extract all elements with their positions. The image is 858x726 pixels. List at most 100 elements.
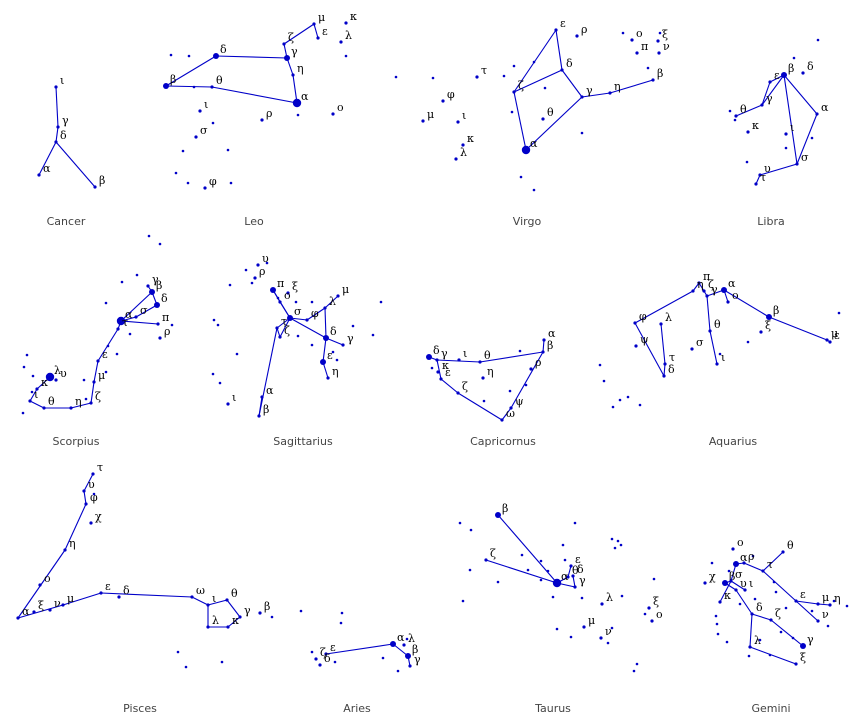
background-star bbox=[335, 358, 339, 362]
star-gemini bbox=[828, 603, 832, 607]
star-libra bbox=[815, 112, 819, 116]
constellation-line bbox=[93, 360, 99, 383]
background-stars bbox=[21, 31, 849, 673]
star-label: μ bbox=[342, 283, 349, 296]
star-sagittarius bbox=[253, 276, 257, 280]
star-libra bbox=[758, 173, 762, 177]
star-scorpius bbox=[42, 406, 46, 410]
star-label: ζ bbox=[284, 324, 290, 337]
constellation-line bbox=[749, 613, 753, 648]
star-capricornus bbox=[509, 406, 513, 410]
star-label: ω bbox=[196, 584, 205, 597]
star-virgo bbox=[560, 68, 564, 72]
background-star bbox=[170, 323, 174, 327]
background-star bbox=[784, 146, 788, 150]
star-label: ο bbox=[636, 27, 643, 40]
star-virgo bbox=[456, 120, 460, 124]
background-star bbox=[25, 353, 29, 357]
background-star bbox=[774, 590, 778, 594]
constellation-line bbox=[759, 163, 798, 176]
star-capricornus bbox=[500, 418, 504, 422]
star-aquarius bbox=[691, 289, 695, 293]
star-label: ε bbox=[575, 553, 581, 566]
star-label: γ bbox=[711, 283, 718, 296]
star-virgo bbox=[461, 143, 465, 147]
background-star bbox=[250, 281, 254, 285]
star-taurus bbox=[566, 575, 570, 579]
constellation-aries: α λβγ εζδ Aries bbox=[314, 631, 421, 715]
constellation-capricornus: αβ δ γ ι θ ρ κε η ζ ψω Capricornus bbox=[426, 327, 556, 448]
background-star bbox=[524, 383, 528, 387]
star-label: β bbox=[263, 403, 269, 416]
star-label: θ bbox=[740, 103, 747, 116]
star-libra bbox=[760, 103, 764, 107]
constellation-line bbox=[286, 57, 294, 76]
star-sagittarius bbox=[287, 315, 293, 321]
star-pisces bbox=[117, 595, 121, 599]
background-star bbox=[652, 577, 656, 581]
background-star bbox=[606, 641, 610, 645]
constellation-line bbox=[100, 592, 193, 598]
star-label: π bbox=[277, 277, 284, 290]
star-gemini bbox=[816, 619, 820, 623]
background-star bbox=[174, 171, 178, 175]
star-capricornus bbox=[436, 370, 440, 374]
star-label: ξ bbox=[765, 319, 771, 332]
star-label: φ bbox=[639, 310, 647, 323]
constellation-line bbox=[609, 79, 654, 94]
star-label: ω bbox=[506, 407, 515, 420]
star-label: τ bbox=[767, 558, 773, 571]
star-label: β bbox=[170, 73, 176, 86]
star-sagittarius bbox=[286, 291, 290, 295]
star-label: δ bbox=[330, 325, 337, 338]
star-label: τ bbox=[281, 315, 287, 328]
background-star bbox=[725, 640, 729, 644]
background-star bbox=[845, 604, 849, 608]
star-gemini bbox=[743, 588, 747, 592]
star-label: μ bbox=[588, 614, 595, 627]
star-label: υ bbox=[262, 252, 269, 265]
background-star bbox=[563, 558, 567, 562]
star-label: δ bbox=[668, 363, 675, 376]
star-aries bbox=[390, 641, 396, 647]
star-label: μ bbox=[318, 11, 325, 24]
star-aries bbox=[318, 663, 322, 667]
constellation-line bbox=[279, 317, 291, 338]
star-label: γ bbox=[807, 633, 814, 646]
star-virgo bbox=[475, 75, 479, 79]
constellation-line bbox=[325, 643, 394, 655]
constellation-line bbox=[38, 141, 57, 176]
star-label: π bbox=[703, 270, 710, 283]
star-sagittarius bbox=[275, 326, 279, 330]
constellation-line bbox=[120, 320, 159, 325]
star-label: ν bbox=[605, 625, 612, 638]
constellation-name: Scorpius bbox=[52, 435, 99, 448]
star-leo bbox=[203, 186, 207, 190]
constellation-line bbox=[542, 339, 545, 353]
star-capricornus bbox=[481, 376, 485, 380]
star-taurus bbox=[552, 578, 562, 588]
star-leo bbox=[331, 112, 335, 116]
star-aquarius bbox=[825, 338, 829, 342]
star-label: ρ bbox=[581, 23, 587, 36]
background-star bbox=[104, 301, 108, 305]
star-sagittarius bbox=[260, 395, 264, 399]
background-star bbox=[218, 381, 222, 385]
star-label: γ bbox=[152, 273, 159, 286]
star-label: μ bbox=[67, 592, 74, 605]
star-label: ο bbox=[732, 289, 739, 302]
star-label: κ bbox=[442, 359, 449, 372]
constellation-line bbox=[735, 104, 763, 117]
background-star bbox=[635, 662, 639, 666]
star-cancer bbox=[37, 173, 41, 177]
star-label: φ bbox=[90, 491, 98, 504]
star-label: ε bbox=[834, 329, 840, 342]
background-star bbox=[394, 75, 398, 79]
star-label: γ bbox=[579, 574, 586, 587]
background-star bbox=[339, 621, 343, 625]
constellation-line bbox=[561, 69, 583, 98]
star-label: λ bbox=[754, 634, 761, 647]
star-label: ζ bbox=[95, 390, 101, 403]
constellation-line bbox=[513, 91, 527, 151]
